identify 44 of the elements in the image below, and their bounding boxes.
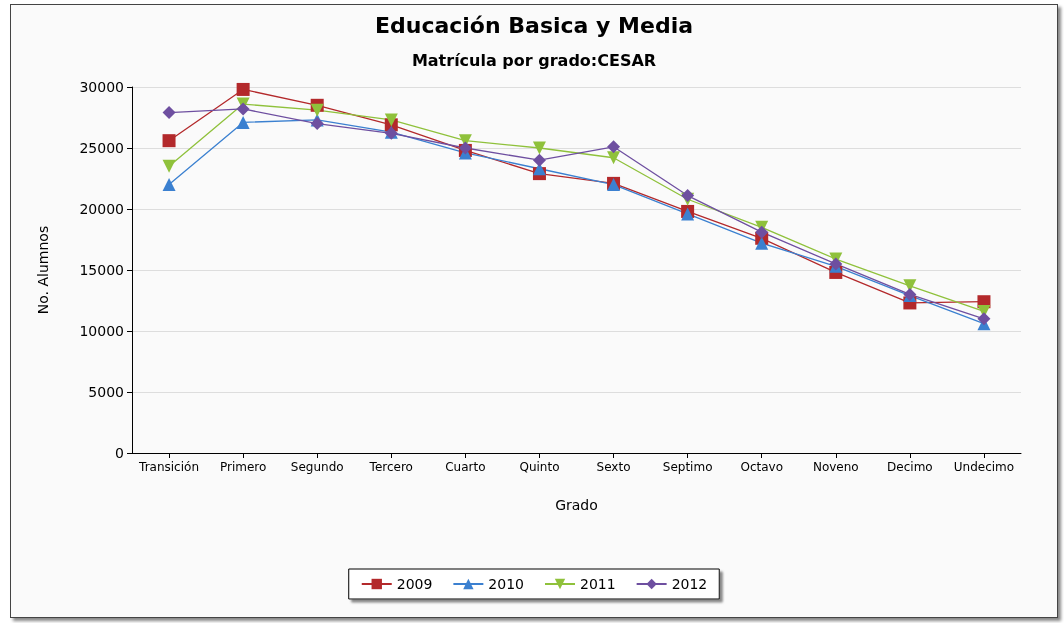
point (236, 102, 250, 116)
point (236, 115, 250, 129)
x-tick-label: Transición (138, 460, 200, 474)
point (607, 140, 621, 154)
x-tick-label: Segundo (290, 460, 344, 474)
chart-title: Educación Basica y Media (374, 12, 694, 38)
point (162, 178, 176, 192)
point (310, 117, 324, 131)
y-tick-label: 15000 (79, 262, 124, 278)
y-tick-label: 30000 (79, 79, 124, 95)
y-tick-label: 10000 (79, 323, 124, 339)
point (162, 106, 176, 120)
y-axis-title: No. Alumnos (35, 225, 51, 315)
x-axis-title: Grado (555, 497, 598, 513)
x-tick-label: Octavo (740, 460, 783, 474)
x-tick-label: Undecimo (953, 460, 1015, 474)
x-tick-label: Septimo (662, 460, 713, 474)
y-tick-label: 20000 (79, 201, 124, 217)
point (755, 225, 769, 239)
point (162, 159, 176, 173)
point (236, 82, 250, 96)
point (607, 151, 621, 165)
x-tick-label: Cuarto (445, 460, 486, 474)
x-tick-label: Tercero (368, 460, 413, 474)
chart-subtitle: Matrícula por grado:CESAR (411, 50, 657, 70)
point (532, 141, 546, 155)
y-tick-label: 25000 (79, 140, 124, 156)
x-tick-label: Sexto (596, 460, 631, 474)
point (532, 153, 546, 167)
point (162, 134, 176, 148)
legend-label: 2012 (671, 576, 708, 592)
point (384, 113, 398, 127)
x-tick-label: Primero (219, 460, 267, 474)
point (310, 103, 324, 117)
legend-label: 2010 (488, 576, 525, 592)
x-tick-label: Decimo (887, 460, 933, 474)
point (977, 312, 991, 326)
y-tick-label: 0 (115, 445, 124, 461)
x-tick-label: Noveno (812, 460, 859, 474)
legend-label: 2009 (396, 576, 433, 592)
y-tick-label: 5000 (88, 384, 124, 400)
point (755, 236, 769, 250)
legend-label: 2011 (580, 576, 616, 592)
x-tick-label: Quinto (519, 460, 560, 474)
